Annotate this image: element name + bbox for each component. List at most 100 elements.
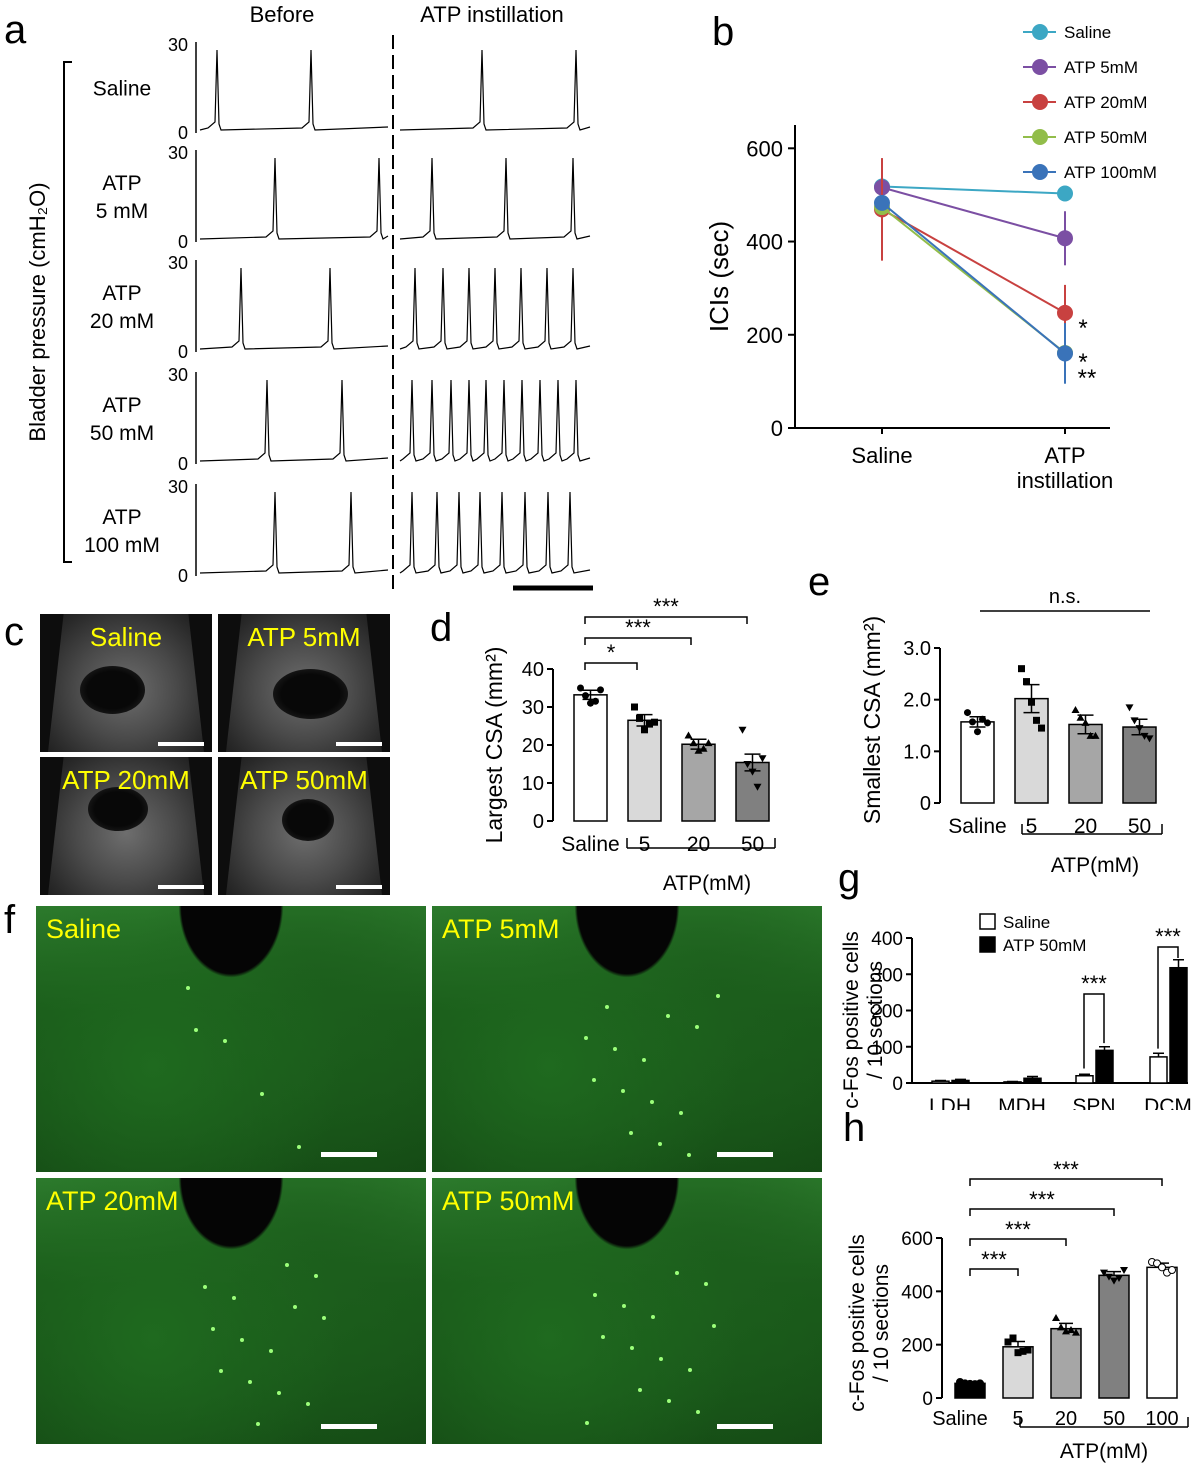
- y-tick-label: 0: [920, 793, 931, 815]
- cfos-positive-cell: [293, 1305, 297, 1309]
- error-bar: [1107, 1270, 1121, 1276]
- data-point: [984, 719, 991, 727]
- x-tick-label: MDH: [998, 1095, 1046, 1110]
- panel-a-cystometry: Before ATP instillation 300Saline300ATP5…: [25, 2, 593, 591]
- error-bar: [582, 689, 599, 701]
- x-tick-label: Saline: [851, 443, 912, 468]
- legend-marker: [1032, 59, 1048, 75]
- data-point: [1140, 732, 1149, 740]
- y-tick-label: 0: [892, 1074, 903, 1095]
- significance-marker: *: [1078, 349, 1087, 376]
- y-axis-label: Largest CSA (mm²): [481, 647, 507, 844]
- data-point: [694, 746, 703, 754]
- cfos-positive-cell: [629, 1131, 633, 1135]
- significance-marker: ***: [1005, 1217, 1031, 1242]
- pressure-trace: [399, 267, 591, 350]
- row-label: ATP: [102, 506, 141, 529]
- y-bracket: [63, 61, 72, 563]
- data-point: [651, 718, 658, 726]
- scale-bar: [717, 1152, 773, 1157]
- bladder-lumen: [88, 787, 148, 831]
- cfos-positive-cell: [585, 1421, 589, 1425]
- fluorescence-image: ATP 5mM: [432, 906, 822, 1172]
- cfos-positive-cell: [622, 1304, 626, 1308]
- image-label: ATP 50mM: [442, 1186, 575, 1216]
- cfos-positive-cell: [630, 1346, 634, 1350]
- x-tick-label: Saline: [561, 833, 619, 856]
- bar: [1149, 1056, 1168, 1084]
- y-axis-label: Bladder pressure (cmH₂O): [25, 182, 50, 441]
- error-bar: [636, 713, 653, 727]
- panel-e-smallest-csa: 0 1.0 2.0 3.0 Saline 5 20 50 Smallest CSA (mm²) A…: [859, 586, 1163, 877]
- panel-letter-f: f: [4, 898, 16, 942]
- group-label: ATP(mM): [663, 872, 751, 895]
- cfos-positive-cell: [658, 1142, 662, 1146]
- data-point: [704, 739, 713, 747]
- panel-f-fluorescence: Saline ATP 5mM ATP 20mM ATP 50mM: [36, 906, 832, 1462]
- x-tick-label: 5: [1012, 1408, 1023, 1430]
- data-point: [1057, 1323, 1065, 1331]
- y-tick-label: 600: [901, 1229, 933, 1250]
- bar: [1023, 1077, 1042, 1084]
- data-point: [1024, 1346, 1032, 1354]
- cfos-positive-cell: [716, 994, 720, 998]
- data-point: [684, 731, 693, 739]
- y-tick-label: 0: [178, 566, 188, 586]
- cfos-positive-cell: [605, 1005, 609, 1009]
- error-bar: [1079, 1073, 1090, 1076]
- cfos-positive-cell: [219, 1369, 223, 1373]
- data-point: [582, 692, 589, 700]
- significance-bracket: [584, 616, 748, 624]
- cfos-positive-cell: [211, 1327, 215, 1331]
- bar: [951, 1079, 970, 1084]
- cfos-positive-cell: [638, 1388, 642, 1392]
- cfos-positive-cell: [601, 1335, 605, 1339]
- cfos-positive-cell: [297, 1145, 301, 1149]
- trace-row: 30 0 ATP 20 mM: [90, 253, 591, 362]
- y-axis-label: / 10 sections: [870, 1264, 893, 1382]
- y-tick-label: 30: [168, 35, 188, 55]
- pressure-trace: [199, 157, 389, 240]
- cfos-positive-cell: [667, 1399, 671, 1403]
- bar: [1002, 1346, 1034, 1399]
- bar: [1075, 1075, 1094, 1084]
- row-label: 5 mM: [96, 200, 149, 223]
- data-point: [577, 684, 584, 692]
- y-tick-label: 10: [522, 773, 544, 795]
- y-tick-label: 1.0: [903, 741, 931, 763]
- x-tick-label: DCM: [1144, 1095, 1192, 1110]
- trace-row: 30 0 ATP 100 mM: [84, 477, 591, 586]
- x-tick-label: SPN: [1072, 1095, 1115, 1110]
- y-tick-label: 0: [922, 1389, 933, 1410]
- row-label: Saline: [93, 78, 151, 101]
- data-point: [758, 755, 767, 763]
- cfos-positive-cell: [322, 1316, 326, 1320]
- significance-bracket: [1083, 993, 1105, 1069]
- data-point: [1115, 1275, 1123, 1282]
- data-point: [1033, 716, 1040, 724]
- data-point: [1086, 731, 1095, 739]
- data-point: [1019, 1347, 1027, 1355]
- row-label: 100 mM: [84, 534, 160, 557]
- cfos-positive-cell: [269, 1349, 273, 1353]
- series-line: [881, 185, 1066, 195]
- significance-bracket: [584, 662, 638, 670]
- bar: [627, 719, 662, 822]
- bladder-lumen: [80, 666, 145, 714]
- legend-marker: [1032, 129, 1048, 145]
- scale-bar: [717, 1424, 773, 1429]
- fluorescence-image: ATP 50mM: [432, 1178, 822, 1444]
- bar: [1169, 966, 1188, 1084]
- pressure-trace: [399, 379, 591, 462]
- y-tick-label: 30: [168, 143, 188, 163]
- cfos-positive-cell: [240, 1338, 244, 1342]
- image-label: Saline: [46, 914, 122, 944]
- bladder-lumen: [282, 799, 334, 841]
- y-tick-label: 30: [168, 253, 188, 273]
- data-point: [631, 703, 638, 711]
- cfos-positive-cell: [285, 1263, 289, 1267]
- data-point: [689, 739, 698, 747]
- significance-marker: ***: [981, 1247, 1007, 1272]
- series-line: [881, 208, 1066, 314]
- panel-letter-a: a: [4, 8, 27, 52]
